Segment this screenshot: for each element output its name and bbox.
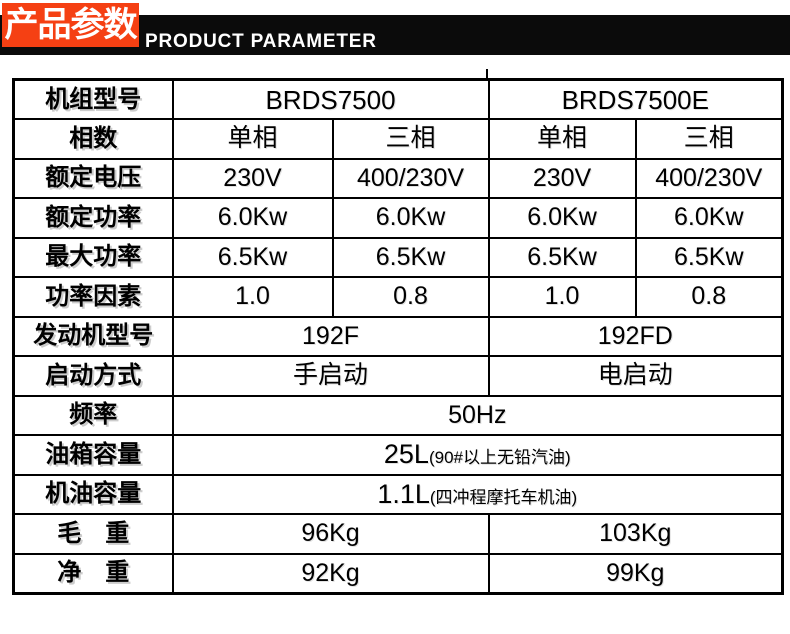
row-fuel-tank-capacity: 油箱容量 25L(90#以上无铅汽油)	[12, 434, 784, 476]
row-label: 油箱容量	[12, 434, 174, 476]
row-label: 机组型号	[12, 78, 174, 120]
spec-cell: 103Kg	[487, 513, 784, 555]
fuel-capacity-value: 25L	[383, 439, 429, 470]
spec-cell: BRDS7500	[171, 78, 490, 120]
spec-cell: 6.5Kw	[487, 236, 637, 278]
spec-cell: 6.0Kw	[331, 197, 490, 239]
row-label: 功率因素	[12, 276, 174, 318]
fuel-capacity-note: (90#以上无铅汽油)	[428, 448, 571, 468]
section-title-badge: 产品参数	[2, 3, 139, 47]
spec-cell: 1.0	[171, 276, 334, 318]
spec-cell: 0.8	[634, 276, 784, 318]
spec-cell: 6.0Kw	[634, 197, 784, 239]
spec-cell: 三相	[634, 118, 784, 160]
spec-cell: 6.5Kw	[331, 236, 490, 278]
spec-cell: 192F	[171, 315, 490, 357]
spec-cell: 25L(90#以上无铅汽油)	[171, 434, 784, 476]
spec-cell: 230V	[487, 157, 637, 199]
spec-cell: 6.0Kw	[171, 197, 334, 239]
product-parameter-table: 机组型号 BRDS7500 BRDS7500E 相数 单相 三相 单相 三相 额…	[12, 78, 785, 595]
stray-border-tick	[486, 69, 488, 79]
spec-cell: 三相	[331, 118, 490, 160]
spec-cell: 400/230V	[331, 157, 490, 199]
row-label: 额定功率	[12, 197, 174, 239]
spec-cell: BRDS7500E	[487, 78, 784, 120]
row-unit-model: 机组型号 BRDS7500 BRDS7500E	[12, 78, 784, 120]
spec-cell: 92Kg	[171, 552, 490, 594]
row-gross-weight: 毛 重 96Kg 103Kg	[12, 513, 784, 555]
row-label: 毛 重	[12, 513, 174, 555]
row-phase: 相数 单相 三相 单相 三相	[12, 118, 784, 160]
spec-cell: 230V	[171, 157, 334, 199]
section-title-cn: 产品参数	[4, 6, 138, 44]
oil-capacity-value: 1.1L	[377, 478, 430, 509]
row-label: 净 重	[12, 552, 174, 594]
spec-cell: 6.0Kw	[487, 197, 637, 239]
row-rated-power: 额定功率 6.0Kw 6.0Kw 6.0Kw 6.0Kw	[12, 197, 784, 239]
spec-cell: 电启动	[487, 355, 784, 397]
spec-cell: 400/230V	[634, 157, 784, 199]
spec-cell: 0.8	[331, 276, 490, 318]
row-max-power: 最大功率 6.5Kw 6.5Kw 6.5Kw 6.5Kw	[12, 236, 784, 278]
row-label: 最大功率	[12, 236, 174, 278]
oil-capacity-note: (四冲程摩托车机油)	[429, 487, 578, 507]
spec-cell: 手启动	[171, 355, 490, 397]
row-engine-model: 发动机型号 192F 192FD	[12, 315, 784, 357]
spec-cell: 6.5Kw	[171, 236, 334, 278]
spec-cell: 192FD	[487, 315, 784, 357]
spec-cell: 单相	[487, 118, 637, 160]
spec-cell: 6.5Kw	[634, 236, 784, 278]
row-power-factor: 功率因素 1.0 0.8 1.0 0.8	[12, 276, 784, 318]
row-label: 相数	[12, 118, 174, 160]
spec-cell: 99Kg	[487, 552, 784, 594]
spec-cell: 1.0	[487, 276, 637, 318]
row-label: 发动机型号	[12, 315, 174, 357]
row-rated-voltage: 额定电压 230V 400/230V 230V 400/230V	[12, 157, 784, 199]
row-label: 额定电压	[12, 157, 174, 199]
row-label: 启动方式	[12, 355, 174, 397]
spec-cell: 96Kg	[171, 513, 490, 555]
spec-cell: 单相	[171, 118, 334, 160]
row-frequency: 频率 50Hz	[12, 394, 784, 436]
row-start-mode: 启动方式 手启动 电启动	[12, 355, 784, 397]
row-label: 机油容量	[12, 473, 174, 515]
row-label: 频率	[12, 394, 174, 436]
spec-cell: 50Hz	[171, 394, 784, 436]
row-oil-capacity: 机油容量 1.1L(四冲程摩托车机油)	[12, 473, 784, 515]
spec-cell: 1.1L(四冲程摩托车机油)	[171, 473, 784, 515]
section-title-en: PRODUCT PARAMETER	[145, 31, 377, 52]
row-net-weight: 净 重 92Kg 99Kg	[12, 552, 784, 594]
